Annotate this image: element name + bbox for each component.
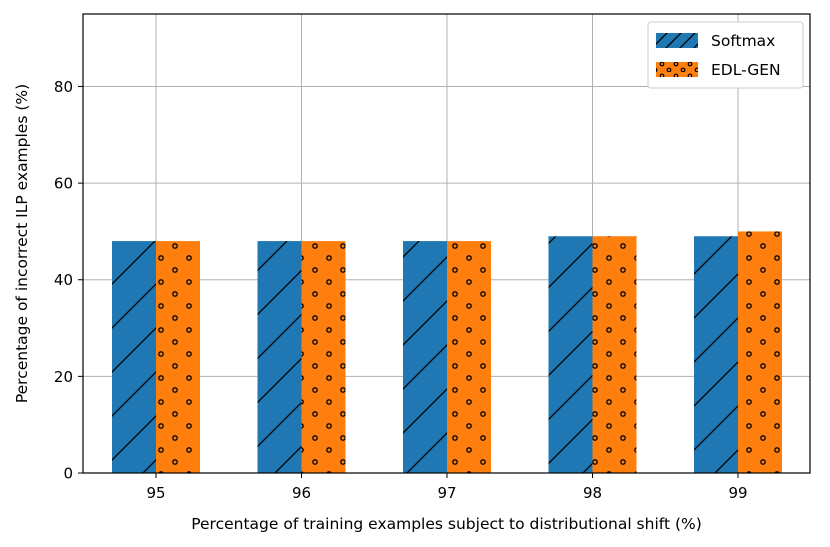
y-tick-label: 20 [54, 368, 73, 386]
bar-edl-gen-95 [156, 241, 200, 473]
bars [112, 231, 782, 473]
bar-edl-gen-96 [301, 241, 346, 473]
bar-softmax-95 [112, 241, 156, 473]
y-axis-label: Percentage of incorrect ILP examples (%) [13, 84, 31, 403]
x-tick-label: 99 [728, 484, 747, 502]
x-tick-label: 97 [437, 484, 456, 502]
y-tick-label: 80 [54, 78, 73, 96]
legend-swatch-edl-gen [656, 62, 698, 77]
x-axis-label: Percentage of training examples subject … [191, 515, 702, 533]
x-tick-label: 95 [146, 484, 165, 502]
bar-edl-gen-99 [738, 231, 782, 473]
x-tick-label: 96 [292, 484, 311, 502]
y-tick-label: 60 [54, 175, 73, 193]
bar-softmax-99 [694, 236, 738, 473]
axis-ticks: 0 20 40 60 80 95 96 97 98 99 [54, 78, 748, 502]
bar-softmax-97 [403, 241, 447, 473]
x-tick-label: 98 [583, 484, 602, 502]
legend-label-softmax: Softmax [711, 32, 775, 50]
bar-edl-gen-98 [592, 236, 637, 473]
legend-swatch-softmax [656, 33, 698, 48]
bar-softmax-98 [548, 236, 593, 473]
bar-softmax-96 [257, 241, 302, 473]
y-tick-label: 0 [63, 465, 73, 483]
y-tick-label: 40 [54, 271, 73, 289]
legend: Softmax EDL-GEN [647, 21, 804, 89]
bar-edl-gen-97 [447, 241, 491, 473]
legend-label-edl-gen: EDL-GEN [711, 61, 781, 79]
